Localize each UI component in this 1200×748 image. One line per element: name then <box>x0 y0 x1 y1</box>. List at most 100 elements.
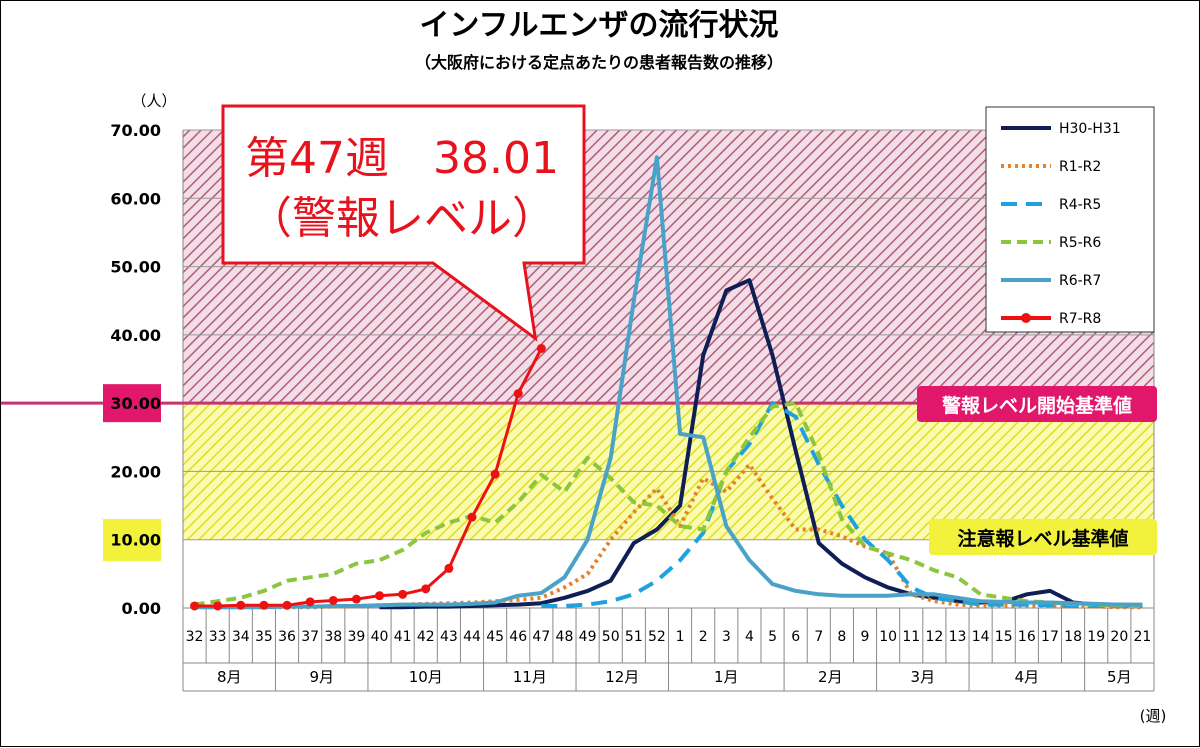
data-point <box>467 512 477 522</box>
data-point <box>421 584 431 594</box>
data-point <box>282 600 292 610</box>
x-tick-label: 38 <box>324 629 342 645</box>
month-label: 1月 <box>714 668 739 686</box>
data-point <box>259 600 269 610</box>
x-tick-label: 44 <box>463 629 481 645</box>
x-tick-label: 4 <box>745 629 754 645</box>
x-tick-label: 43 <box>440 629 458 645</box>
x-tick-label: 51 <box>625 629 643 645</box>
x-tick-label: 42 <box>417 629 435 645</box>
x-tick-label: 50 <box>602 629 620 645</box>
data-point <box>513 389 523 399</box>
series-r4-r5 <box>541 401 1143 608</box>
caution-threshold-badge <box>929 519 1157 555</box>
y-tick-label: 60.00 <box>110 189 161 208</box>
series-line <box>194 347 543 608</box>
caution-threshold-label: 注意報レベル基準値 <box>957 527 1128 550</box>
x-tick-label: 34 <box>232 629 250 645</box>
x-tick-label: 6 <box>791 629 800 645</box>
month-label: 10月 <box>409 668 443 686</box>
warning-threshold-badge <box>917 386 1157 422</box>
series-line <box>194 401 1143 608</box>
x-tick-label: 39 <box>347 629 365 645</box>
warning-threshold-label: 警報レベル開始基準値 <box>942 394 1132 417</box>
data-point <box>444 563 454 573</box>
data-point <box>190 601 200 611</box>
month-label: 2月 <box>818 668 843 686</box>
series-line <box>379 278 1143 610</box>
x-axis-unit: (週) <box>1140 707 1167 725</box>
series-h30-h31 <box>379 278 1143 610</box>
y-tick-label: 20.00 <box>110 462 161 481</box>
legend-label: R1-R2 <box>1059 159 1101 175</box>
series-r1-r2 <box>194 462 1143 610</box>
series-line <box>541 401 1143 608</box>
x-tick-label: 8 <box>837 629 846 645</box>
y-tick-label: 0.00 <box>122 599 161 618</box>
chart-subtitle: （大阪府における定点あたりの患者報告数の推移） <box>415 53 783 72</box>
x-tick-label: 14 <box>972 629 990 645</box>
data-point <box>305 597 315 607</box>
data-point <box>328 595 338 605</box>
y-tick-label: 70.00 <box>110 121 161 140</box>
y-tick-label: 40.00 <box>110 326 161 345</box>
x-tick-label: 21 <box>1134 629 1152 645</box>
x-tick-label: 41 <box>394 629 412 645</box>
x-tick-label: 33 <box>209 629 227 645</box>
x-tick-label: 37 <box>301 629 319 645</box>
y-axis-unit: （人） <box>131 92 176 110</box>
month-label: 5月 <box>1107 668 1132 686</box>
x-tick-label: 5 <box>768 629 777 645</box>
series-r5-r6 <box>194 401 1143 608</box>
x-tick-label: 52 <box>648 629 666 645</box>
legend: H30-H31 R1-R2 R4-R5 R5-R6 R6-R7 R7-R8 <box>985 106 1155 333</box>
x-tick-label: 32 <box>186 629 204 645</box>
data-point <box>375 591 385 601</box>
month-label: 4月 <box>1015 668 1040 686</box>
x-tick-label: 40 <box>371 629 389 645</box>
legend-label: R5-R6 <box>1059 235 1101 251</box>
x-tick-label: 3 <box>722 629 731 645</box>
legend-label: R7-R8 <box>1059 311 1101 327</box>
data-point <box>213 601 223 611</box>
x-tick-label: 19 <box>1087 629 1105 645</box>
x-tick-label: 47 <box>532 629 550 645</box>
x-tick-label: 11 <box>902 629 920 645</box>
data-point <box>490 469 500 479</box>
legend-box <box>985 106 1155 333</box>
x-tick-label: 15 <box>995 629 1013 645</box>
x-tick-label: 45 <box>486 629 504 645</box>
warning-threshold-left-badge <box>103 384 161 423</box>
x-tick-label: 17 <box>1041 629 1059 645</box>
chart-title: インフルエンザの流行状況 <box>419 8 778 43</box>
series-layer <box>190 155 1143 611</box>
x-tick-label: 16 <box>1018 629 1036 645</box>
series-r7-r8 <box>190 343 546 611</box>
y-tick-label: 50.00 <box>110 258 161 277</box>
legend-label: R6-R7 <box>1059 273 1101 289</box>
legend-label: R4-R5 <box>1059 197 1101 213</box>
x-tick-label: 49 <box>579 629 597 645</box>
callout-level: （警報レベル） <box>248 193 556 244</box>
y-tick-label-caution: 10.00 <box>110 531 161 550</box>
x-tick-label: 10 <box>879 629 897 645</box>
month-label: 3月 <box>911 668 936 686</box>
x-tick-label: 20 <box>1110 629 1128 645</box>
x-tick-label: 1 <box>676 629 685 645</box>
legend-label: H30-H31 <box>1059 121 1121 137</box>
y-tick-label-warning: 30.00 <box>110 394 161 413</box>
caution-threshold-left-badge <box>103 519 161 561</box>
x-tick-label: 36 <box>278 629 296 645</box>
x-tick-label: 7 <box>814 629 823 645</box>
legend-marker <box>1021 313 1031 323</box>
x-tick-label: 2 <box>699 629 708 645</box>
series-r6-r7 <box>194 155 1143 610</box>
month-label: 11月 <box>513 668 547 686</box>
data-point <box>536 343 546 353</box>
x-tick-label: 13 <box>949 629 967 645</box>
series-line <box>194 462 1143 610</box>
callout-week-value: 第47週 38.01 <box>245 133 559 184</box>
data-point <box>398 589 408 599</box>
